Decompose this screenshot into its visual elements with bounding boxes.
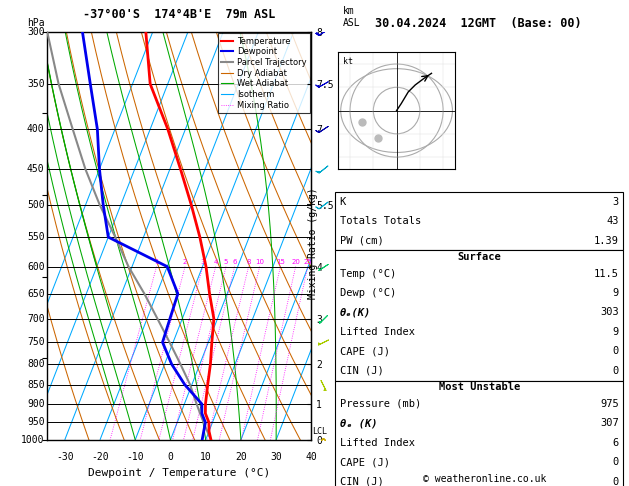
Text: 350: 350 [27,79,45,89]
Text: 6: 6 [613,438,619,448]
Text: Most Unstable: Most Unstable [438,382,520,392]
Text: 450: 450 [27,164,45,174]
Text: 950: 950 [27,417,45,428]
Text: -20: -20 [91,452,109,462]
Text: 400: 400 [27,124,45,134]
Text: CIN (J): CIN (J) [340,366,384,376]
Text: 700: 700 [27,314,45,324]
Text: 650: 650 [27,289,45,299]
Text: 4: 4 [213,259,218,264]
Text: 20: 20 [291,259,300,264]
Text: 40: 40 [306,452,317,462]
Text: 1.39: 1.39 [594,236,619,245]
Text: 2: 2 [183,259,187,264]
Text: Surface: Surface [457,252,501,262]
Text: PW (cm): PW (cm) [340,236,384,245]
Text: Totals Totals: Totals Totals [340,216,421,226]
Text: θₑ (K): θₑ (K) [340,418,377,428]
Text: © weatheronline.co.uk: © weatheronline.co.uk [423,473,546,484]
Text: 0: 0 [613,347,619,356]
Text: 900: 900 [27,399,45,409]
Text: 600: 600 [27,261,45,272]
Text: 300: 300 [27,27,45,36]
Text: 800: 800 [27,359,45,369]
Text: km
ASL: km ASL [343,6,360,28]
Text: Pressure (mb): Pressure (mb) [340,399,421,409]
Text: 0: 0 [613,366,619,376]
Text: Dewp (°C): Dewp (°C) [340,288,396,298]
Text: Mixing Ratio (g/kg): Mixing Ratio (g/kg) [308,187,318,299]
Text: kt: kt [343,57,353,66]
Text: 8: 8 [247,259,251,264]
Text: 3: 3 [201,259,205,264]
Text: 303: 303 [600,308,619,317]
Text: 30: 30 [270,452,282,462]
Text: CIN (J): CIN (J) [340,477,384,486]
Text: 5: 5 [224,259,228,264]
Text: hPa: hPa [27,17,45,28]
Text: θₑ(K): θₑ(K) [340,308,371,317]
Text: 500: 500 [27,200,45,210]
Text: 30.04.2024  12GMT  (Base: 00): 30.04.2024 12GMT (Base: 00) [375,17,581,30]
Text: 750: 750 [27,337,45,347]
Text: 0: 0 [613,457,619,467]
Text: 11.5: 11.5 [594,269,619,278]
Text: K: K [340,197,346,207]
Text: 43: 43 [606,216,619,226]
Text: 25: 25 [303,259,312,264]
Text: 1: 1 [154,259,159,264]
Text: 0: 0 [167,452,174,462]
Text: 10: 10 [255,259,264,264]
Text: 975: 975 [600,399,619,409]
Text: -10: -10 [126,452,144,462]
Text: 307: 307 [600,418,619,428]
Text: Temp (°C): Temp (°C) [340,269,396,278]
Text: Dewpoint / Temperature (°C): Dewpoint / Temperature (°C) [88,469,270,478]
Text: 6: 6 [232,259,237,264]
Text: 10: 10 [200,452,211,462]
Text: 1000: 1000 [21,435,45,445]
Text: CAPE (J): CAPE (J) [340,347,389,356]
Text: 550: 550 [27,232,45,242]
Text: 0: 0 [613,477,619,486]
Text: Lifted Index: Lifted Index [340,327,415,337]
Text: CAPE (J): CAPE (J) [340,457,389,467]
Text: 850: 850 [27,380,45,390]
Text: -30: -30 [56,452,74,462]
Text: 20: 20 [235,452,247,462]
Text: 9: 9 [613,288,619,298]
Text: Lifted Index: Lifted Index [340,438,415,448]
Text: -37°00'S  174°4B'E  79m ASL: -37°00'S 174°4B'E 79m ASL [83,8,276,21]
Text: 9: 9 [613,327,619,337]
Text: LCL: LCL [312,427,327,436]
Text: 15: 15 [276,259,285,264]
Text: 3: 3 [613,197,619,207]
Legend: Temperature, Dewpoint, Parcel Trajectory, Dry Adiabat, Wet Adiabat, Isotherm, Mi: Temperature, Dewpoint, Parcel Trajectory… [218,33,309,113]
